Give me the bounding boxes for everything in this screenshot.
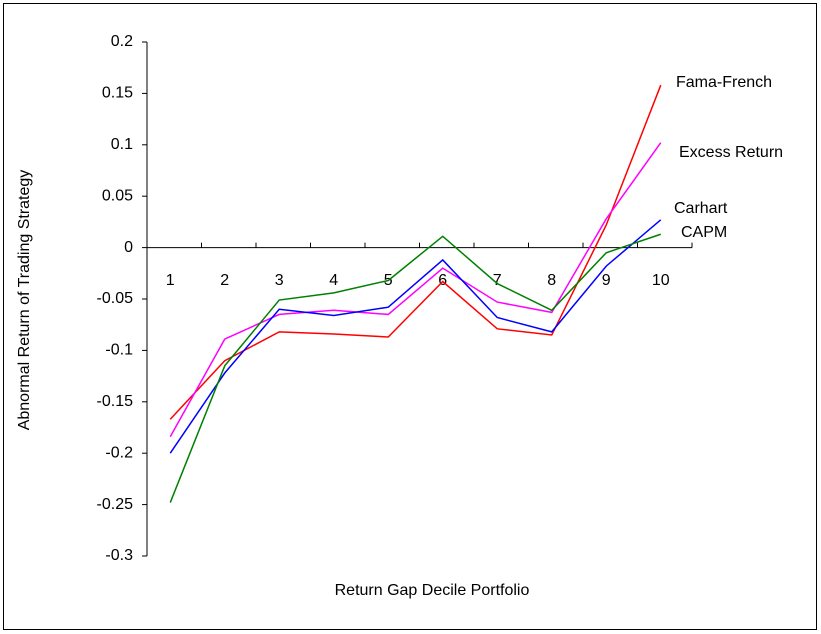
y-tick-label: 0.15	[102, 85, 133, 102]
x-tick-label: 4	[329, 272, 338, 289]
series-label: CAPM	[681, 224, 727, 241]
y-tick-label: -0.25	[97, 496, 134, 513]
y-tick-label: -0.1	[105, 342, 133, 359]
x-tick-label: 3	[275, 272, 284, 289]
series-line	[169, 219, 662, 454]
chart-frame	[3, 3, 817, 630]
series-label: Excess Return	[679, 144, 783, 161]
series-label: Fama-French	[676, 74, 772, 91]
x-tick-label: 2	[220, 272, 229, 289]
y-tick-label: -0.3	[105, 547, 133, 564]
series-line	[169, 84, 662, 420]
x-tick-label: 10	[652, 272, 670, 289]
y-tick-label: -0.15	[97, 393, 134, 410]
x-axis-title: Return Gap Decile Portfolio	[335, 582, 530, 599]
y-tick-label: 0	[124, 239, 133, 256]
series-line	[169, 233, 661, 503]
series-line	[169, 142, 662, 438]
y-axis-title: Abnormal Return of Trading Strategy	[16, 170, 33, 431]
x-tick-label: 6	[438, 272, 447, 289]
x-tick-label: 7	[493, 272, 502, 289]
series-label: Carhart	[674, 200, 728, 217]
y-tick-label: 0.1	[111, 136, 133, 153]
x-tick-label: 1	[166, 272, 175, 289]
y-tick-label: -0.05	[97, 290, 134, 307]
y-tick-label: -0.2	[105, 444, 133, 461]
y-tick-label: 0.05	[102, 187, 133, 204]
y-tick-label: 0.2	[111, 33, 133, 50]
x-tick-label: 9	[602, 272, 611, 289]
x-tick-label: 8	[547, 272, 556, 289]
